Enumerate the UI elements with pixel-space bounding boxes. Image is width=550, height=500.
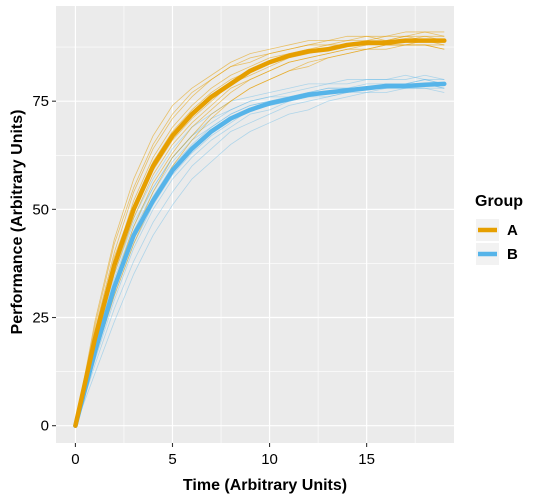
series-a-individual-line-10 xyxy=(75,31,445,426)
legend-item-a: A xyxy=(476,219,518,241)
legend-item-b: B xyxy=(476,243,518,265)
plot-panel xyxy=(56,6,454,443)
y-tick-label: 50 xyxy=(32,201,49,218)
x-axis-ticks xyxy=(74,443,368,447)
series-a-individual-line-9 xyxy=(75,40,445,426)
series-b-individual-line-7 xyxy=(75,87,445,426)
series-a-mean-line xyxy=(73,38,447,428)
series-b-individual-line-8 xyxy=(75,79,445,426)
x-tick-label: 5 xyxy=(168,451,176,468)
series-a-individual-line-1 xyxy=(75,31,445,426)
y-tick-label: 25 xyxy=(32,310,49,327)
series-b-individual-line-6 xyxy=(75,87,445,426)
y-axis-ticks xyxy=(52,100,56,427)
x-axis-title: Time (Arbitrary Units) xyxy=(183,477,347,494)
legend-label: B xyxy=(507,246,518,263)
legend-title: Group xyxy=(475,193,523,210)
series-b-mean-line xyxy=(73,81,447,428)
legend-label: A xyxy=(507,222,518,239)
x-tick-label: 15 xyxy=(358,451,375,468)
x-axis-tick-labels: 0 5 10 15 xyxy=(71,451,375,468)
y-tick-label: 0 xyxy=(41,418,49,435)
major-gridlines xyxy=(56,6,454,443)
mean-series-lines xyxy=(73,38,447,428)
y-tick-label: 75 xyxy=(32,93,49,110)
legend: Group AB xyxy=(475,193,523,265)
x-tick-label: 0 xyxy=(71,451,79,468)
y-axis-title: Performance (Arbitrary Units) xyxy=(9,110,26,335)
series-a-individual-line-2 xyxy=(75,35,445,426)
y-axis-tick-labels: 0 25 50 75 xyxy=(32,93,49,435)
x-tick-label: 10 xyxy=(261,451,278,468)
